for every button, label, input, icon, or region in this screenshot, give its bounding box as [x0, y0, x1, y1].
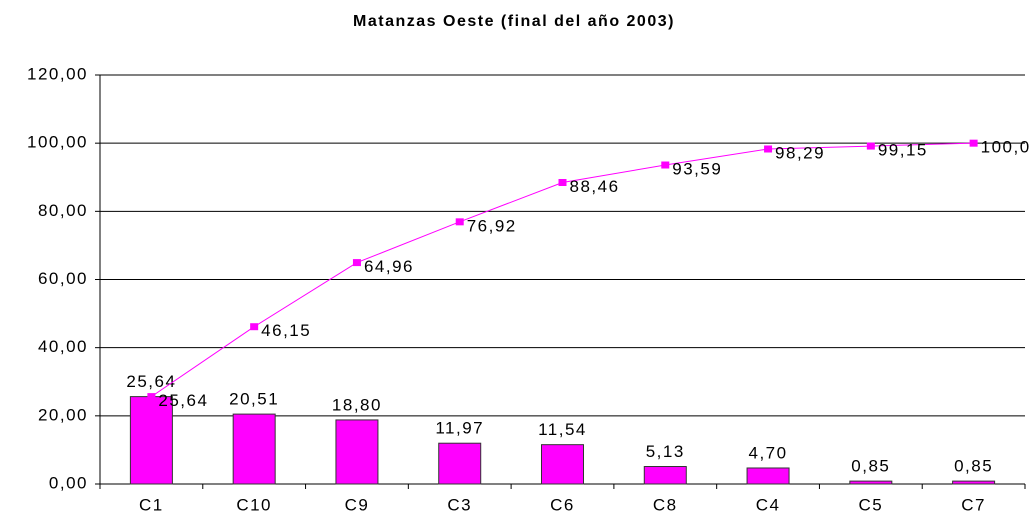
x-tick-label: C7: [961, 495, 986, 514]
line-marker: [455, 218, 464, 226]
bar-label: 0,85: [954, 457, 993, 476]
bar-label: 20,51: [229, 390, 279, 409]
bar: [849, 480, 893, 485]
line-marker: [866, 142, 875, 150]
x-tick-label: C5: [858, 495, 883, 514]
bar: [438, 442, 482, 485]
bar-label: 5,13: [646, 442, 685, 461]
line-marker: [764, 145, 773, 153]
y-tick-label: 40,00: [38, 337, 88, 356]
y-tick-label: 0,00: [49, 473, 88, 492]
bar-label: 11,54: [538, 420, 587, 439]
line-label: 76,92: [467, 216, 517, 235]
line-label: 98,29: [775, 143, 825, 162]
line-marker: [969, 139, 978, 147]
bar: [129, 396, 173, 485]
x-tick-label: C6: [550, 495, 575, 514]
line-marker: [250, 323, 259, 331]
line-label: 100,00: [981, 138, 1031, 157]
line-label: 93,59: [672, 159, 722, 178]
line-marker: [661, 161, 670, 169]
line-marker: [558, 178, 567, 186]
x-tick-label: C10: [236, 495, 272, 514]
bar: [232, 413, 276, 485]
bar: [952, 480, 996, 485]
line-label: 25,64: [158, 391, 208, 410]
x-tick-label: C8: [653, 495, 678, 514]
line-marker: [147, 393, 156, 401]
y-tick-label: 100,00: [27, 133, 88, 152]
line-label: 88,46: [570, 177, 620, 196]
line-label: 99,15: [878, 141, 928, 160]
bar-label: 18,80: [332, 395, 382, 414]
bar-label: 4,70: [749, 443, 788, 462]
x-tick-label: C9: [345, 495, 370, 514]
bar-label: 0,85: [851, 457, 890, 476]
line-label: 64,96: [364, 257, 414, 276]
bar: [541, 444, 584, 485]
y-tick-label: 60,00: [38, 269, 88, 288]
x-tick-label: C4: [756, 495, 781, 514]
bar: [746, 467, 790, 485]
bar: [643, 466, 687, 485]
line-marker: [352, 259, 361, 267]
y-tick-label: 20,00: [38, 405, 88, 424]
bar-label: 25,64: [126, 372, 176, 391]
bar-label: 11,97: [435, 419, 484, 438]
y-tick-label: 120,00: [27, 64, 88, 83]
x-tick-label: C3: [447, 495, 472, 514]
chart-title: Matanzas Oeste (final del año 2003): [353, 13, 675, 30]
bar: [335, 419, 379, 485]
line-label: 46,15: [261, 321, 311, 340]
y-tick-label: 80,00: [38, 201, 88, 220]
x-tick-label: C1: [139, 495, 164, 514]
